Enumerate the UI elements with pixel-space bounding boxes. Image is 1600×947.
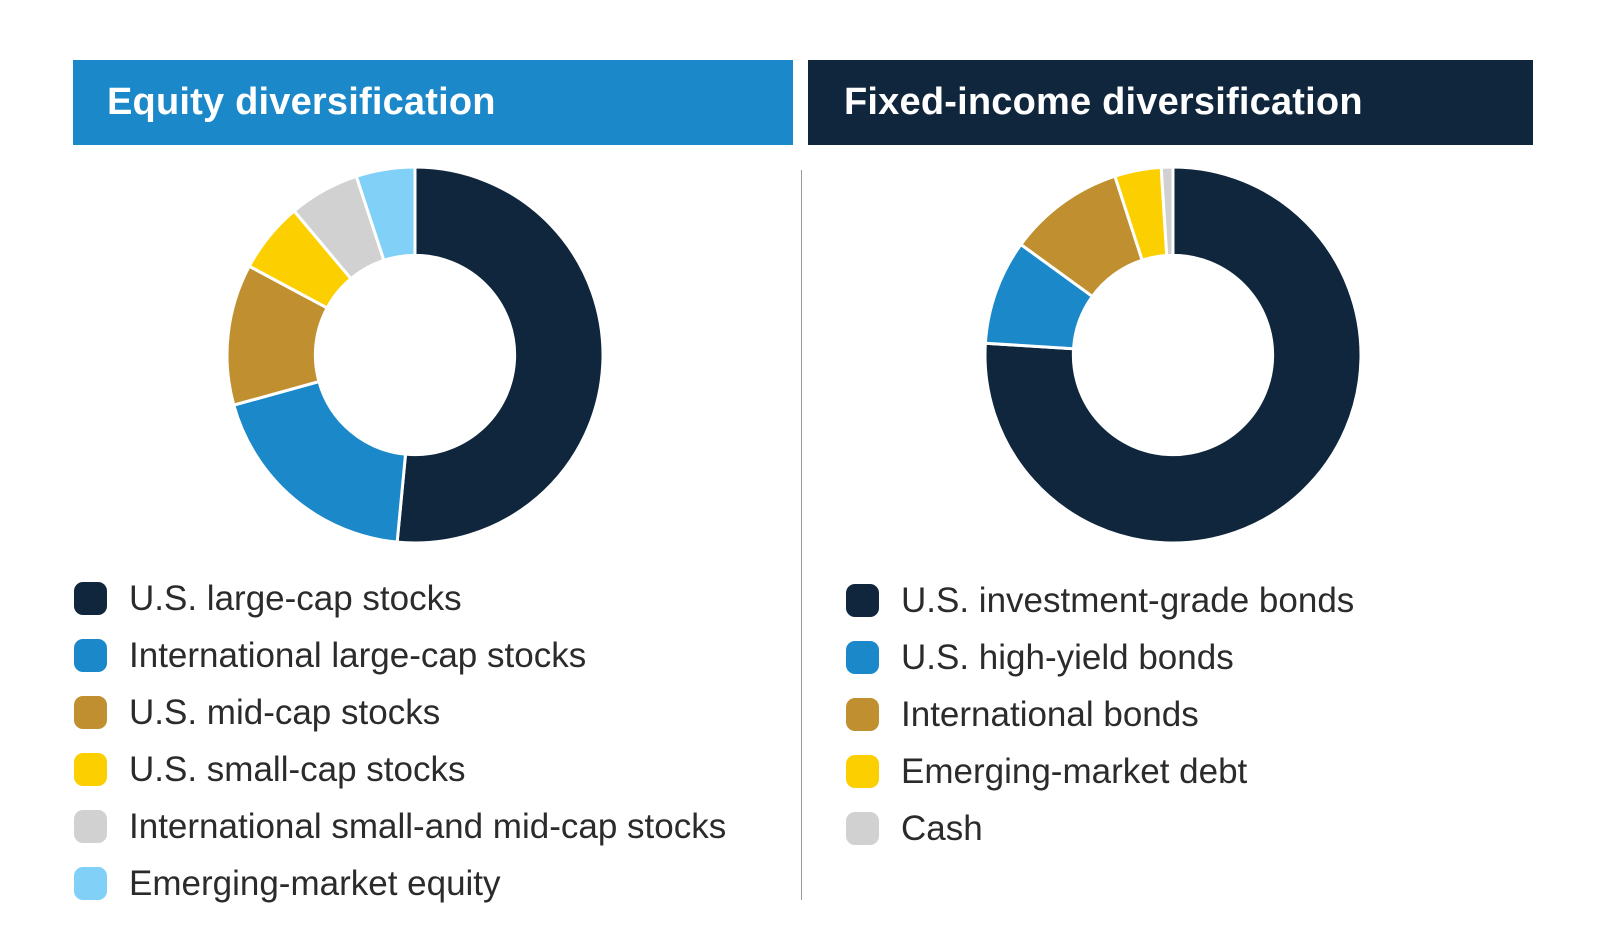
legend-swatch [846,812,879,845]
legend-swatch [846,698,879,731]
legend-item-international-large-cap-stocks: International large-cap stocks [74,627,726,684]
fixed-income-legend: U.S. investment-grade bonds U.S. high-yie… [846,572,1354,857]
fixed-income-donut-chart [983,165,1363,545]
equity-donut-chart [225,165,605,545]
slice-cash [1159,165,1175,258]
equity-panel: Equity diversification U.S. large-cap st… [0,0,795,947]
legend-label: U.S. high-yield bonds [901,637,1234,677]
fixed-income-panel: Fixed-income diversification U.S. invest… [795,0,1600,947]
legend-item-international-small-and-mid-cap-stocks: International small-and mid-cap stocks [74,798,726,855]
legend-label: International large-cap stocks [129,635,587,675]
legend-item-u-s-large-cap-stocks: U.S. large-cap stocks [74,570,726,627]
legend-label: Cash [901,808,983,848]
legend-item-cash: Cash [846,800,1354,857]
legend-swatch [74,867,107,900]
slice-u-s-investment-grade-bonds [983,165,1363,545]
legend-swatch [74,696,107,729]
legend-item-international-bonds: International bonds [846,686,1354,743]
legend-label: International bonds [901,694,1199,734]
fixed-income-chart-title: Fixed-income diversification [808,60,1533,145]
legend-item-emerging-market-debt: Emerging-market debt [846,743,1354,800]
legend-label: Emerging-market equity [129,863,501,903]
legend-label: U.S. large-cap stocks [129,578,462,618]
legend-swatch [846,755,879,788]
legend-item-emerging-market-equity: Emerging-market equity [74,855,726,912]
legend-item-u-s-mid-cap-stocks: U.S. mid-cap stocks [74,684,726,741]
equity-legend: U.S. large-cap stocks International large… [74,570,726,912]
legend-label: International small-and mid-cap stocks [129,806,727,846]
legend-swatch [74,582,107,615]
slice-international-large-cap-stocks [231,379,408,544]
legend-label: U.S. investment-grade bonds [901,580,1355,620]
legend-swatch [846,584,879,617]
legend-label: U.S. small-cap stocks [129,749,466,789]
slice-u-s-large-cap-stocks [395,165,605,545]
legend-swatch [74,753,107,786]
legend-label: U.S. mid-cap stocks [129,692,441,732]
legend-swatch [846,641,879,674]
legend-label: Emerging-market debt [901,751,1248,791]
legend-swatch [74,639,107,672]
equity-chart-title: Equity diversification [73,60,793,145]
legend-swatch [74,810,107,843]
slice-emerging-market-equity [354,165,417,263]
panel-divider [801,170,802,900]
legend-item-u-s-high-yield-bonds: U.S. high-yield bonds [846,629,1354,686]
legend-item-u-s-small-cap-stocks: U.S. small-cap stocks [74,741,726,798]
legend-item-u-s-investment-grade-bonds: U.S. investment-grade bonds [846,572,1354,629]
